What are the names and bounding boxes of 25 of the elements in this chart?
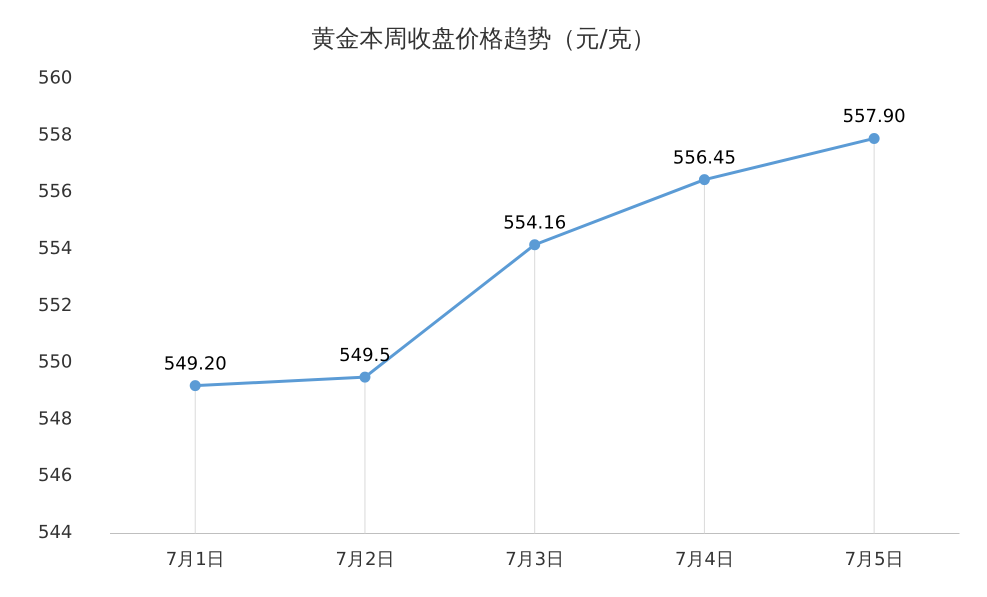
- y-tick-label: 548: [38, 408, 72, 430]
- data-label: 554.16: [503, 212, 566, 234]
- data-label: 556.45: [672, 147, 736, 168]
- point: [698, 174, 710, 186]
- data-label: 549.20: [164, 353, 227, 374]
- y-tick-label: 560: [38, 67, 72, 88]
- chart-title: 黄金本周收盘价格趋势（元/克）: [311, 24, 656, 53]
- y-tick-label: 554: [38, 238, 72, 259]
- y-tick-label: 556: [38, 181, 72, 202]
- data-label: 557.90: [842, 106, 906, 128]
- y-tick-label: 558: [38, 124, 72, 146]
- point: [529, 239, 540, 250]
- point: [190, 380, 201, 392]
- point: [868, 132, 880, 144]
- x-tick-label: 7月5日: [844, 548, 904, 570]
- x-tick-label: 7月3日: [505, 548, 564, 570]
- y-tick-label: 552: [38, 294, 72, 316]
- point: [359, 372, 370, 383]
- y-tick-label: 546: [38, 465, 72, 486]
- y-tick-label: 544: [38, 522, 72, 544]
- data-label: 549.5: [339, 344, 391, 366]
- x-tick-label: 7月4日: [674, 548, 734, 570]
- x-tick-label: 7月2日: [335, 548, 394, 570]
- x-tick-label: 7月1日: [166, 548, 225, 570]
- y-tick-label: 550: [38, 352, 72, 373]
